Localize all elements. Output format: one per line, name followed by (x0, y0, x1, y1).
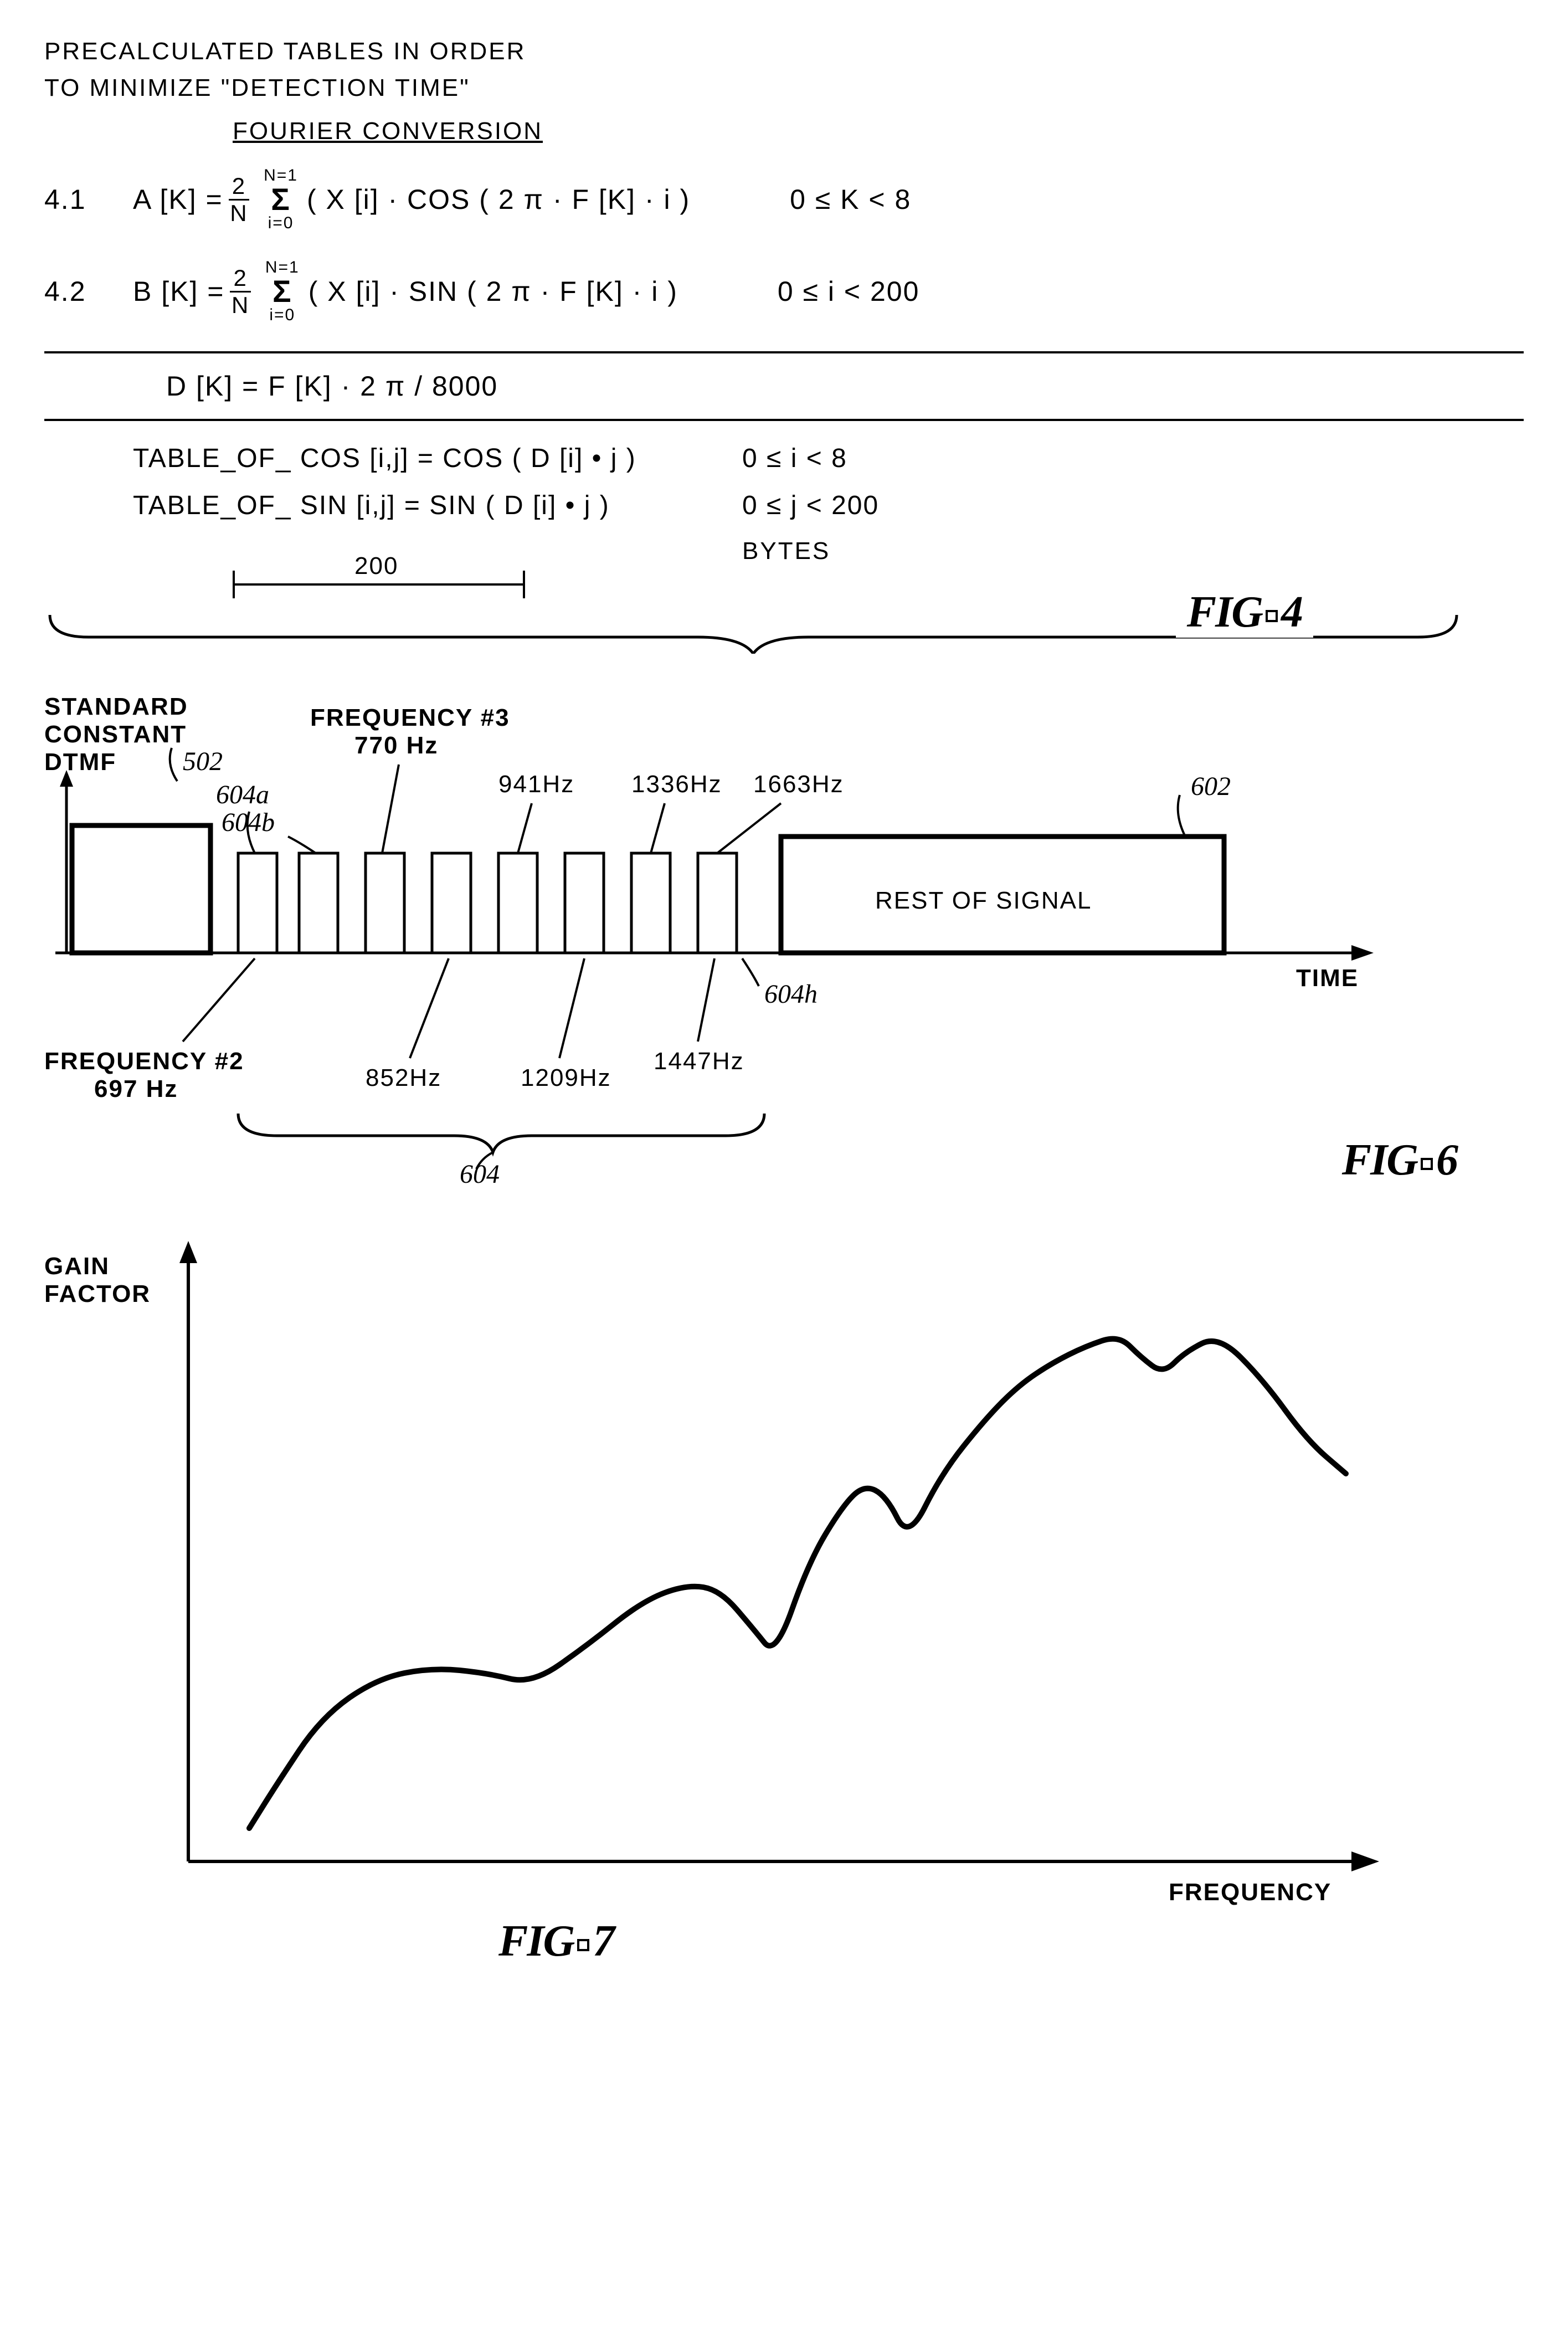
eq41-frac-den: N (230, 201, 248, 225)
table-cos-cond: 0 ≤ i < 8 (742, 443, 847, 474)
ref-604h: 604h (764, 979, 818, 1009)
pulse-rect (631, 853, 670, 953)
equation-4-2: 4.2 B [K] = 2 N N=1 Σ i=0 ( X [i] · SIN … (44, 259, 1524, 324)
heading-line-1: PRECALCULATED TABLES IN ORDER (44, 33, 1524, 70)
heading-line-2: TO MINIMIZE "DETECTION TIME" (44, 70, 1524, 106)
pulse-rect (366, 853, 404, 953)
lbl-852: 852Hz (366, 1064, 441, 1091)
fig4-heading: PRECALCULATED TABLES IN ORDER TO MINIMIZ… (44, 33, 1524, 106)
divider-1 (44, 351, 1524, 353)
fig7-label: FIG 7 (498, 1916, 614, 1967)
table-cos-eq: TABLE_OF_ COS [i,j] = COS ( D [i] • j ) (133, 443, 742, 474)
fig6-label-text: FIG (1342, 1136, 1417, 1184)
eq42-condition: 0 ≤ i < 200 (778, 275, 920, 307)
table-cos-row: TABLE_OF_ COS [i,j] = COS ( D [i] • j ) … (133, 443, 1524, 474)
gain-label-2: FACTOR (44, 1280, 151, 1307)
ref-604a: 604a (216, 780, 269, 809)
rest-of-signal: REST OF SIGNAL (875, 887, 1092, 914)
square-icon (1266, 610, 1278, 622)
lbl-1663: 1663Hz (753, 771, 844, 798)
divider-2 (44, 419, 1524, 421)
pulse-rect (498, 853, 537, 953)
fig4-label-num: 4 (1281, 588, 1302, 637)
table-sin-row: TABLE_OF_ SIN [i,j] = SIN ( D [i] • j ) … (133, 490, 1524, 521)
freq2-label: FREQUENCY #2 (44, 1048, 244, 1075)
fig6-diagram: STANDARD CONSTANT DTMF 502 604a 604b FRE… (44, 687, 1462, 1186)
pulse-rect (238, 853, 277, 953)
freq3-hz: 770 Hz (354, 732, 438, 759)
sigma-icon: Σ (273, 276, 292, 307)
equation-4-1: 4.1 A [K] = 2 N N=1 Σ i=0 ( X [i] · COS … (44, 167, 1524, 232)
lbl-941: 941Hz (498, 771, 574, 798)
eq41-lhs: A [K] = (133, 183, 223, 216)
fig4-footer: FIG 4 (44, 587, 1524, 654)
fig7-label-text: FIG (498, 1917, 574, 1966)
gain-label-1: GAIN (44, 1253, 110, 1280)
pulse-rect (72, 825, 210, 953)
eq41-sigma-bot: i=0 (268, 215, 294, 232)
lbl-1336: 1336Hz (631, 771, 722, 798)
time-label: TIME (1296, 965, 1359, 992)
standard-label-3: DTMF (44, 748, 116, 776)
square-icon (577, 1939, 589, 1951)
sigma-icon: Σ (271, 184, 291, 215)
pulse-rect (299, 853, 338, 953)
scale-200-label: 200 (354, 552, 398, 580)
pulse-rect (432, 853, 471, 953)
fig7-chart: GAIN FACTOR FREQUENCY (44, 1208, 1462, 1956)
standard-label-1: STANDARD (44, 693, 188, 720)
lbl-1447: 1447Hz (654, 1048, 744, 1075)
equation-d: D [K] = F [K] · 2 π / 8000 (166, 370, 1524, 402)
pulse-rect (565, 853, 604, 953)
fig4-label: FIG 4 (1176, 587, 1313, 638)
standard-label-2: CONSTANT (44, 721, 187, 748)
eq42-frac-num: 2 (230, 266, 250, 293)
fig4-section: PRECALCULATED TABLES IN ORDER TO MINIMIZ… (44, 33, 1524, 654)
ref-502: 502 (183, 747, 223, 776)
fig6-section: STANDARD CONSTANT DTMF 502 604a 604b FRE… (44, 687, 1524, 1186)
fig4-label-text: FIG (1187, 588, 1262, 637)
eq41-sigma: N=1 Σ i=0 (264, 167, 298, 232)
fig6-label-num: 6 (1436, 1136, 1457, 1184)
fig4-subheading: FOURIER CONVERSION (233, 117, 1524, 145)
freq2-hz: 697 Hz (94, 1075, 178, 1102)
eq42-lhs: B [K] = (133, 275, 224, 307)
eq42-fraction: 2 N (230, 266, 250, 317)
lbl-1209: 1209Hz (521, 1064, 611, 1091)
table-sin-eq: TABLE_OF_ SIN [i,j] = SIN ( D [i] • j ) (133, 490, 742, 521)
freq3-label: FREQUENCY #3 (310, 704, 510, 731)
bytes-label: BYTES (742, 537, 1524, 565)
table-sin-cond: 0 ≤ j < 200 (742, 490, 879, 521)
pulse-rect (698, 853, 737, 953)
fig7-section: GAIN FACTOR FREQUENCY FIG7 (44, 1208, 1524, 1956)
ref-602: 602 (1191, 772, 1231, 801)
eq42-sigma: N=1 Σ i=0 (265, 259, 300, 324)
eq41-frac-num: 2 (229, 175, 249, 201)
table-definitions: TABLE_OF_ COS [i,j] = COS ( D [i] • j ) … (133, 443, 1524, 521)
eq42-frac-den: N (232, 293, 249, 317)
scale-bar (235, 583, 523, 586)
ref-604b: 604b (222, 808, 275, 837)
eq41-condition: 0 ≤ K < 8 (790, 183, 911, 216)
ref-604: 604 (460, 1160, 500, 1186)
eq41-number: 4.1 (44, 183, 133, 216)
eq42-sigma-bot: i=0 (269, 307, 295, 324)
fig7-label-num: 7 (593, 1917, 614, 1966)
eq42-body: ( X [i] · SIN ( 2 π · F [K] · i ) (309, 275, 678, 307)
fig6-label: FIG 6 (1342, 1135, 1457, 1186)
frequency-label: FREQUENCY (1169, 1879, 1331, 1906)
eq41-fraction: 2 N (229, 175, 249, 225)
eq42-number: 4.2 (44, 275, 133, 307)
square-icon (1421, 1158, 1433, 1170)
eq41-body: ( X [i] · COS ( 2 π · F [K] · i ) (307, 183, 690, 216)
